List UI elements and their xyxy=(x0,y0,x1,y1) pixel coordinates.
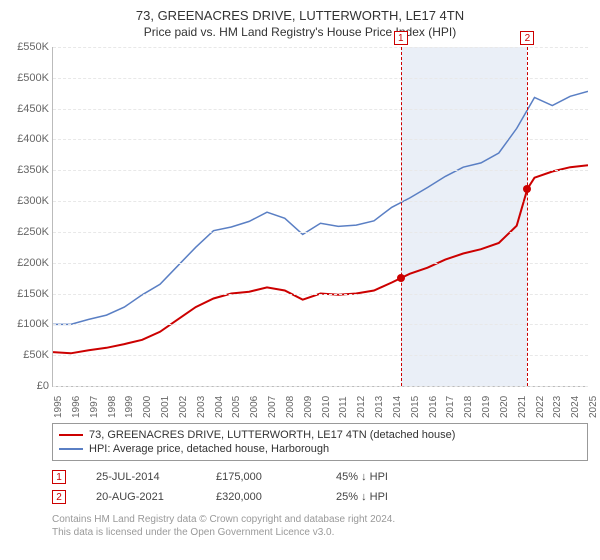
y-tick-label: £550K xyxy=(3,41,49,53)
series-line xyxy=(53,91,588,324)
legend-row: 73, GREENACRES DRIVE, LUTTERWORTH, LE17 … xyxy=(59,428,581,442)
x-tick-label: 2024 xyxy=(570,388,581,418)
sale-date-2: 20-AUG-2021 xyxy=(96,491,186,503)
x-tick-label: 1996 xyxy=(71,388,82,418)
chart-titles: 73, GREENACRES DRIVE, LUTTERWORTH, LE17 … xyxy=(0,0,600,39)
x-tick-label: 2019 xyxy=(481,388,492,418)
x-tick-label: 2001 xyxy=(160,388,171,418)
x-tick-label: 2004 xyxy=(214,388,225,418)
plot-area: £0£50K£100K£150K£200K£250K£300K£350K£400… xyxy=(52,47,588,387)
x-tick-label: 2016 xyxy=(428,388,439,418)
marker-number-box: 1 xyxy=(394,31,408,45)
y-tick-label: £500K xyxy=(3,72,49,84)
y-tick-label: £50K xyxy=(3,349,49,361)
legend-label-2: HPI: Average price, detached house, Harb… xyxy=(89,443,329,455)
x-tick-label: 2025 xyxy=(588,388,599,418)
sale-price-2: £320,000 xyxy=(216,491,306,503)
y-tick-label: £300K xyxy=(3,195,49,207)
x-tick-label: 2011 xyxy=(338,388,349,418)
footer-line-2: This data is licensed under the Open Gov… xyxy=(52,526,588,539)
footer-line-1: Contains HM Land Registry data © Crown c… xyxy=(52,513,588,526)
x-tick-label: 2013 xyxy=(374,388,385,418)
x-tick-label: 2012 xyxy=(356,388,367,418)
x-tick-label: 2002 xyxy=(178,388,189,418)
table-row: 2 20-AUG-2021 £320,000 25% ↓ HPI xyxy=(52,487,588,507)
legend: 73, GREENACRES DRIVE, LUTTERWORTH, LE17 … xyxy=(52,423,588,461)
title-line-1: 73, GREENACRES DRIVE, LUTTERWORTH, LE17 … xyxy=(0,8,600,23)
sale-date-1: 25-JUL-2014 xyxy=(96,471,186,483)
legend-swatch-2 xyxy=(59,448,83,450)
x-tick-label: 2018 xyxy=(463,388,474,418)
sale-pct-2: 25% ↓ HPI xyxy=(336,491,426,503)
marker-vline xyxy=(401,47,402,386)
table-row: 1 25-JUL-2014 £175,000 45% ↓ HPI xyxy=(52,467,588,487)
x-tick-label: 2009 xyxy=(303,388,314,418)
sale-price-1: £175,000 xyxy=(216,471,306,483)
x-tick-label: 1997 xyxy=(89,388,100,418)
y-tick-label: £200K xyxy=(3,257,49,269)
x-tick-label: 2008 xyxy=(285,388,296,418)
x-tick-label: 2014 xyxy=(392,388,403,418)
x-tick-label: 2023 xyxy=(552,388,563,418)
sale-point xyxy=(397,274,405,282)
y-tick-label: £400K xyxy=(3,133,49,145)
x-tick-label: 2006 xyxy=(249,388,260,418)
x-tick-label: 2005 xyxy=(231,388,242,418)
y-tick-label: £150K xyxy=(3,288,49,300)
x-tick-label: 2020 xyxy=(499,388,510,418)
legend-row: HPI: Average price, detached house, Harb… xyxy=(59,442,581,456)
x-tick-label: 2022 xyxy=(535,388,546,418)
sales-table: 1 25-JUL-2014 £175,000 45% ↓ HPI 2 20-AU… xyxy=(52,467,588,507)
sale-pct-1: 45% ↓ HPI xyxy=(336,471,426,483)
x-tick-label: 2000 xyxy=(142,388,153,418)
title-line-2: Price paid vs. HM Land Registry's House … xyxy=(0,25,600,39)
legend-swatch-1 xyxy=(59,434,83,436)
x-tick-label: 1998 xyxy=(107,388,118,418)
x-tick-label: 1995 xyxy=(53,388,64,418)
marker-vline xyxy=(527,47,528,386)
y-tick-label: £350K xyxy=(3,164,49,176)
y-tick-label: £0 xyxy=(3,380,49,392)
x-tick-label: 2017 xyxy=(445,388,456,418)
y-tick-label: £250K xyxy=(3,226,49,238)
line-series-svg xyxy=(53,47,588,386)
x-tick-label: 2007 xyxy=(267,388,278,418)
sale-point xyxy=(523,185,531,193)
x-tick-label: 2021 xyxy=(517,388,528,418)
x-tick-label: 2003 xyxy=(196,388,207,418)
legend-label-1: 73, GREENACRES DRIVE, LUTTERWORTH, LE17 … xyxy=(89,429,455,441)
marker-ref-1: 1 xyxy=(52,470,66,484)
y-tick-label: £100K xyxy=(3,318,49,330)
marker-ref-2: 2 xyxy=(52,490,66,504)
x-tick-label: 2010 xyxy=(321,388,332,418)
chart-container: 73, GREENACRES DRIVE, LUTTERWORTH, LE17 … xyxy=(0,0,600,539)
footer: Contains HM Land Registry data © Crown c… xyxy=(52,513,588,539)
x-tick-label: 2015 xyxy=(410,388,421,418)
y-tick-label: £450K xyxy=(3,103,49,115)
x-tick-label: 1999 xyxy=(124,388,135,418)
marker-number-box: 2 xyxy=(520,31,534,45)
